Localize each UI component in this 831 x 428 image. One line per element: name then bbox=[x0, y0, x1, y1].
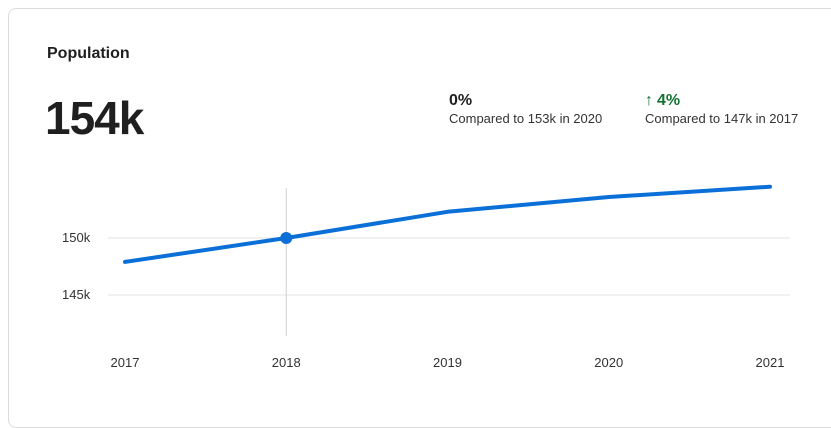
stat-value: 0% bbox=[449, 92, 473, 109]
x-tick-label: 2017 bbox=[111, 355, 140, 370]
stat-subtext: Compared to 147k in 2017 bbox=[645, 111, 799, 126]
series-line bbox=[123, 184, 772, 264]
y-tick-label: 150k bbox=[62, 230, 91, 245]
y-tick-label: 145k bbox=[62, 287, 91, 302]
arrow-up-icon: ↑ bbox=[645, 92, 653, 109]
stat-value: 4% bbox=[657, 92, 681, 109]
card-title: Population bbox=[47, 45, 130, 62]
population-card: Population 154k 0% Compared to 153k in 2… bbox=[8, 8, 831, 428]
stat-subtext: Compared to 153k in 2020 bbox=[449, 111, 603, 126]
current-value: 154k bbox=[45, 92, 144, 144]
stat-vs-2017: ↑ 4% Compared to 147k in 2017 bbox=[645, 92, 798, 128]
x-tick-label: 2021 bbox=[756, 355, 785, 370]
x-tick-label: 2020 bbox=[594, 355, 623, 370]
stat-vs-2020: 0% Compared to 153k in 2020 bbox=[449, 92, 602, 128]
highlight-point bbox=[280, 232, 293, 244]
x-tick-label: 2018 bbox=[272, 355, 301, 370]
x-tick-label: 2019 bbox=[433, 355, 462, 370]
